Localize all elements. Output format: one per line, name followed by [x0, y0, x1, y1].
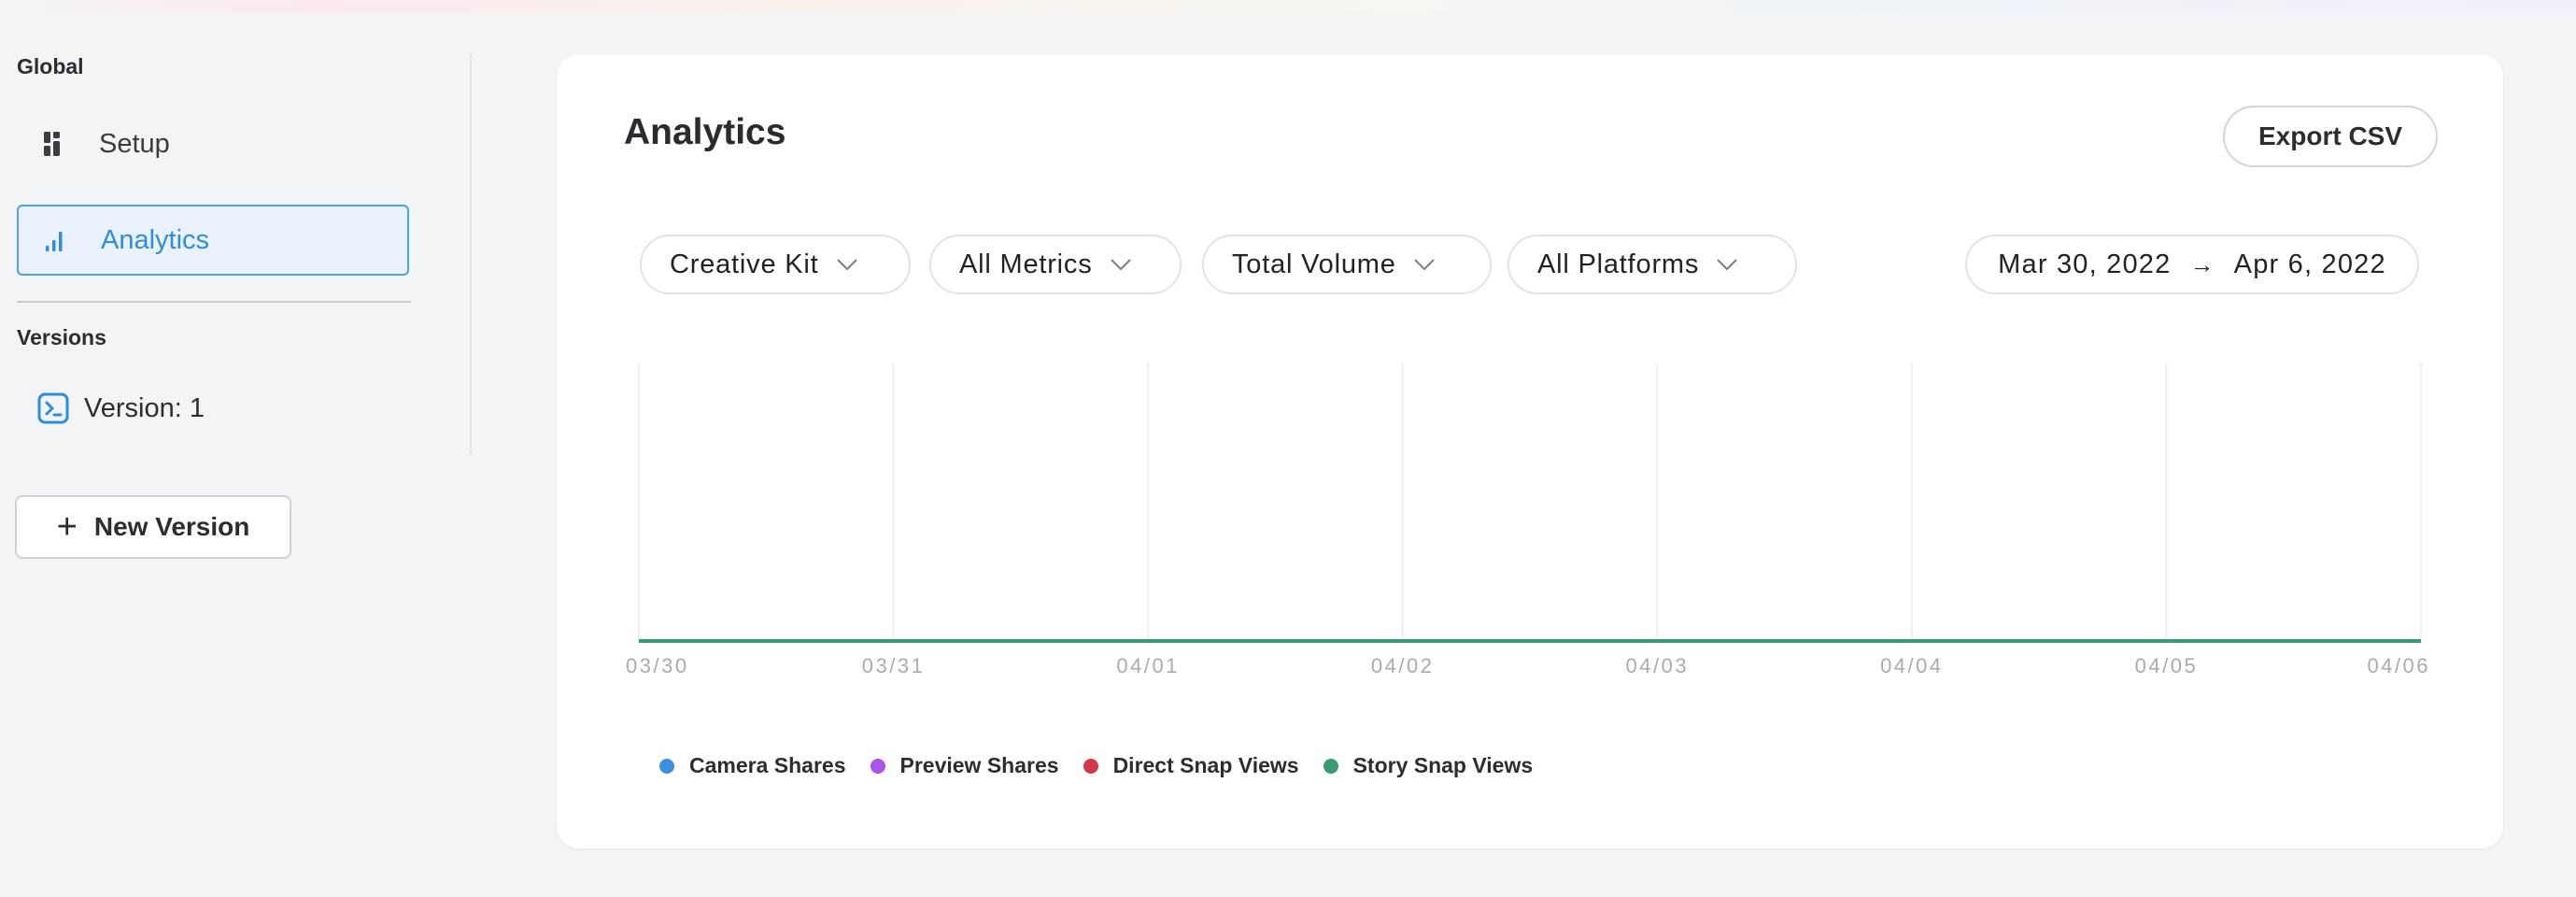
- filter-platforms-dropdown[interactable]: All Platforms: [1507, 235, 1797, 294]
- x-tick-label: 04/01: [1116, 654, 1180, 677]
- arrow-right-icon: →: [2189, 249, 2215, 278]
- sidebar-item-analytics[interactable]: Analytics: [17, 205, 409, 276]
- chevron-down-icon: [1717, 259, 1737, 271]
- date-range-end: Apr 6, 2022: [2233, 249, 2386, 279]
- new-version-label: New Version: [93, 512, 250, 541]
- legend-dot: [1323, 758, 1338, 774]
- filter-label: All Metrics: [959, 249, 1093, 279]
- new-version-button[interactable]: + New Version: [15, 495, 291, 559]
- version-item[interactable]: Version: 1: [37, 392, 205, 424]
- sidebar-item-label: Analytics: [101, 224, 210, 255]
- legend-label: Direct Snap Views: [1112, 753, 1299, 777]
- top-gradient-strip: [0, 0, 2576, 13]
- analytics-line-chart: 03/30 03/31 04/01 04/02 04/03 04/04 04/05 04/06: [626, 363, 2430, 677]
- x-tick-label: 04/04: [1880, 654, 1944, 677]
- filter-label: All Platforms: [1537, 249, 1700, 279]
- sidebar-divider-line: [17, 301, 411, 303]
- chevron-down-icon: [836, 259, 857, 271]
- x-tick-label: 04/02: [1371, 654, 1435, 677]
- legend-label: Story Snap Views: [1352, 753, 1534, 777]
- legend-item[interactable]: Story Snap Views: [1323, 753, 1534, 778]
- page-title: Analytics: [624, 112, 786, 152]
- chevron-down-icon: [1110, 259, 1131, 271]
- chevron-down-icon: [1413, 259, 1435, 271]
- filter-label: Creative Kit: [670, 249, 819, 279]
- bar-chart-icon: [41, 227, 67, 253]
- sidebar-item-label: Setup: [99, 128, 170, 159]
- legend-item[interactable]: Preview Shares: [870, 753, 1059, 778]
- plus-icon: +: [56, 507, 78, 547]
- global-section-label: Global: [17, 54, 84, 78]
- grid-icon: [39, 131, 65, 157]
- legend-dot: [659, 758, 674, 774]
- chart-legend: Camera Shares Preview Shares Direct Snap…: [659, 753, 1557, 778]
- date-range-picker[interactable]: Mar 30, 2022 → Apr 6, 2022: [1965, 235, 2419, 294]
- filter-label: Total Volume: [1232, 249, 1396, 279]
- x-tick-label: 04/03: [1626, 654, 1690, 677]
- version-label: Version: 1: [84, 392, 205, 423]
- filter-metrics-dropdown[interactable]: All Metrics: [929, 235, 1182, 294]
- x-tick-label: 04/06: [2367, 654, 2430, 677]
- versions-section-label: Versions: [17, 325, 106, 349]
- export-csv-button[interactable]: Export CSV: [2223, 106, 2438, 167]
- legend-dot: [870, 758, 885, 774]
- x-tick-label: 03/31: [862, 654, 926, 677]
- sidebar-item-setup[interactable]: Setup: [17, 108, 409, 179]
- legend-item[interactable]: Direct Snap Views: [1083, 753, 1299, 778]
- x-tick-label: 04/05: [2135, 654, 2199, 677]
- analytics-card: Analytics Export CSV Creative Kit All Me…: [557, 54, 2503, 848]
- filter-volume-dropdown[interactable]: Total Volume: [1202, 235, 1492, 294]
- terminal-icon: [37, 392, 69, 424]
- legend-label: Camera Shares: [689, 753, 846, 777]
- legend-item[interactable]: Camera Shares: [659, 753, 846, 778]
- filter-product-dropdown[interactable]: Creative Kit: [640, 235, 911, 294]
- sidebar: Global Setup Analytics Versions: [0, 0, 473, 897]
- x-tick-label: 03/30: [626, 654, 689, 677]
- sidebar-divider: [470, 54, 472, 454]
- legend-label: Preview Shares: [899, 753, 1059, 777]
- legend-dot: [1083, 758, 1098, 774]
- date-range-start: Mar 30, 2022: [1998, 249, 2172, 279]
